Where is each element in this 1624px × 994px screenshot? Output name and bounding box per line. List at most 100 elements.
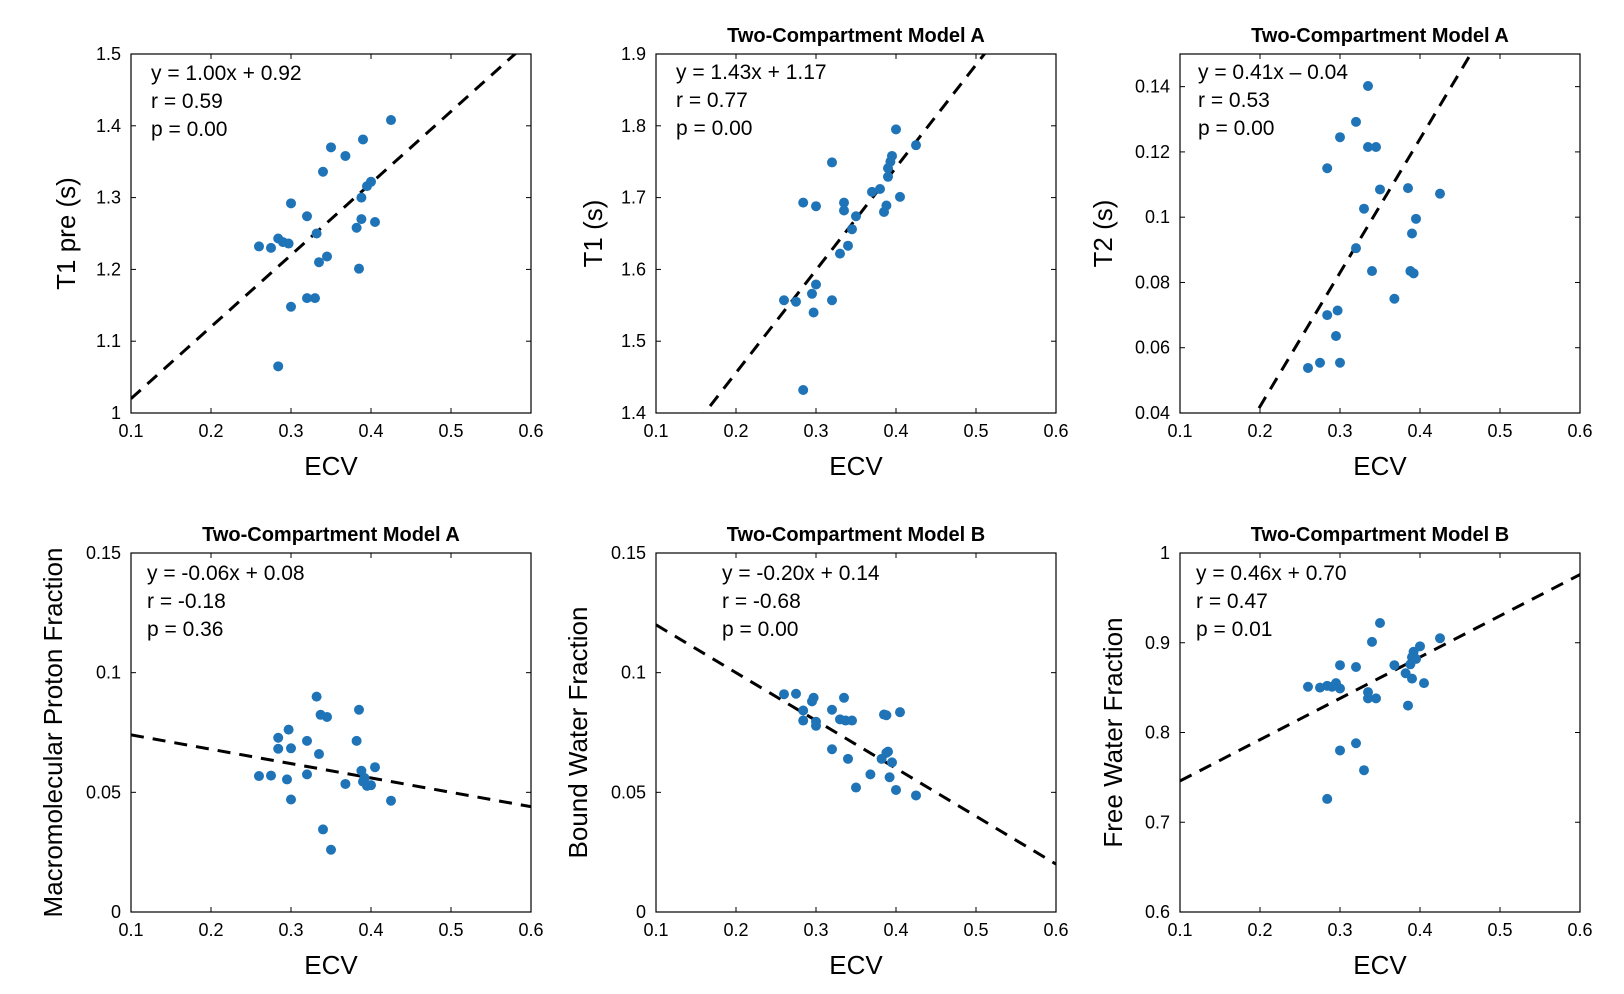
panel-1-data-point [340,150,351,161]
panel-4-title: Two-Compartment Model A [202,524,460,546]
panel-4-axes-box [130,552,532,913]
panel-6-data-point [1303,681,1313,692]
panel-3-data-point [1375,184,1385,195]
panel-6-data-point [1415,641,1425,652]
panel-1-data-point [356,214,367,225]
panel-2-annotation-line: p = 0.00 [676,117,752,140]
panel-6-data-point [1403,700,1413,711]
panel-5-data-point [779,689,789,700]
panel-6-ytick-label: 0.8 [1145,723,1170,743]
panel-1-y-axis-label: T1 pre (s) [51,177,81,290]
panel-2-xtick-label: 0.3 [803,421,828,441]
panel-2-data-point [808,307,819,318]
panel-1-xtick-label: 0.1 [118,421,143,441]
panel-4-data-point [302,769,312,780]
panel-2-data-point [839,205,849,216]
panel-2-data-point [779,295,789,306]
panel-5-data-point [883,746,893,757]
panel-6-data-point [1407,673,1417,684]
panel-5-data-point [891,784,901,795]
panel-1-data-point [314,257,324,268]
panel-3-xtick-label: 0.1 [1167,421,1192,441]
panel-2-ytick-label: 1.6 [621,259,646,279]
panel-4-annotation-line: y = -0.06x + 0.08 [147,562,305,585]
panel-6-xtick-label: 0.2 [1247,920,1272,940]
panel-4-data-point [273,743,284,754]
panel-1-xtick-label: 0.5 [438,421,463,441]
panel-2-ytick-label: 1.9 [621,44,646,64]
panel-4-x-axis-label: ECV [304,950,358,980]
panel-1-data-point [386,115,396,126]
panel-4-data-point [286,743,296,754]
panel-3-ytick-label: 0.1 [1145,207,1170,227]
panel-6-data-point [1359,765,1369,776]
panel-6-xtick-label: 0.4 [1407,920,1432,940]
panel-1-data-point [366,176,376,187]
panel-3-xtick-label: 0.4 [1407,421,1432,441]
panel-6-ytick-label: 0.7 [1145,812,1170,832]
panel-4-ytick-label: 0 [111,902,121,922]
panel-1-ytick-label: 1.4 [96,116,121,136]
panel-5-annotation-line: y = -0.20x + 0.14 [722,562,880,585]
panel-3-y-axis-label: T2 (s) [1088,200,1118,268]
panel-1-data-point [266,242,276,253]
panel-2-data-point [847,224,857,235]
panel-4-data-point [282,774,292,785]
panel-2-data-point [875,183,885,194]
panel-1-ytick-label: 1.3 [96,188,121,208]
panel-6-data-point [1435,633,1445,644]
panel-2-data-point [883,171,893,182]
panel-2-data-point [891,124,901,135]
panel-6-data-point [1335,683,1345,694]
panel-5-data-point [791,688,801,699]
panel-2-data-point [911,140,921,151]
panel-4-xtick-label: 0.1 [118,920,143,940]
panel-3-annotation-line: r = 0.53 [1198,89,1270,112]
panel-1-ytick-label: 1.2 [96,259,121,279]
panel-4-ytick-label: 0.15 [86,543,121,563]
panel-3-ytick-label: 0.14 [1135,77,1170,97]
panel-1: 0.1 0.2 0.3 0.4 0.5 0.6 1 1.1 1.2 1.3 1.4 1.5 y = 1.… [51,44,544,481]
panel-3-data-point [1408,268,1419,279]
panel-6-data-point [1389,660,1400,671]
panel-2: 0.1 0.2 0.3 0.4 0.5 0.6 1.4 1.5 1.6 1.7 1.8 1.9 y = … [578,25,1069,481]
panel-3-data-point [1351,243,1361,254]
panel-6-data-point [1411,653,1421,664]
panel-4-data-point [386,795,396,806]
panel-4-data-point [340,778,351,789]
panel-2-data-point [851,211,861,222]
panel-5-data-point [865,769,876,780]
panel-4-data-point [366,780,376,791]
panel-3-data-point [1359,203,1369,214]
panel-6-data-point [1351,738,1361,749]
panel-2-data-point [835,248,845,259]
panel-2-data-point [839,197,849,208]
panel-5-data-point [798,705,809,716]
panel-5-xtick-label: 0.6 [1043,920,1068,940]
panel-2-data-point [798,197,809,208]
panel-3-ytick-label: 0.04 [1135,403,1170,423]
panel-1-data-point [273,361,284,372]
panel-1-annotation-line: p = 0.00 [151,118,227,141]
panel-4-xtick-label: 0.2 [198,920,223,940]
panel-4-annotation-line: p = 0.36 [147,618,223,641]
panel-1-xtick-label: 0.3 [278,421,303,441]
panel-5-title: Two-Compartment Model B [727,524,986,546]
panel-3-annotation-line: y = 0.41x – 0.04 [1198,61,1348,84]
panel-2-xtick-label: 0.4 [883,421,908,441]
panel-1-data-point [356,192,367,203]
panel-2-ytick-label: 1.8 [621,116,646,136]
panel-1-xtick-label: 0.6 [518,421,543,441]
panel-4-xtick-label: 0.6 [518,920,543,940]
panel-1-axes-box [130,53,532,414]
panel-5-fit-line [656,623,1056,866]
panel-2-annotation-line: r = 0.77 [676,89,748,112]
panel-5-ytick-label: 0.15 [611,543,646,563]
panel-4-data-point [273,732,284,743]
panel-3-data-point [1315,357,1325,368]
panel-2-data-point [895,191,905,202]
panel-6-x-axis-label: ECV [1353,950,1407,980]
panel-5-xtick-label: 0.5 [963,920,988,940]
panel-2-x-axis-label: ECV [829,451,883,481]
panel-5-data-point [895,707,905,718]
